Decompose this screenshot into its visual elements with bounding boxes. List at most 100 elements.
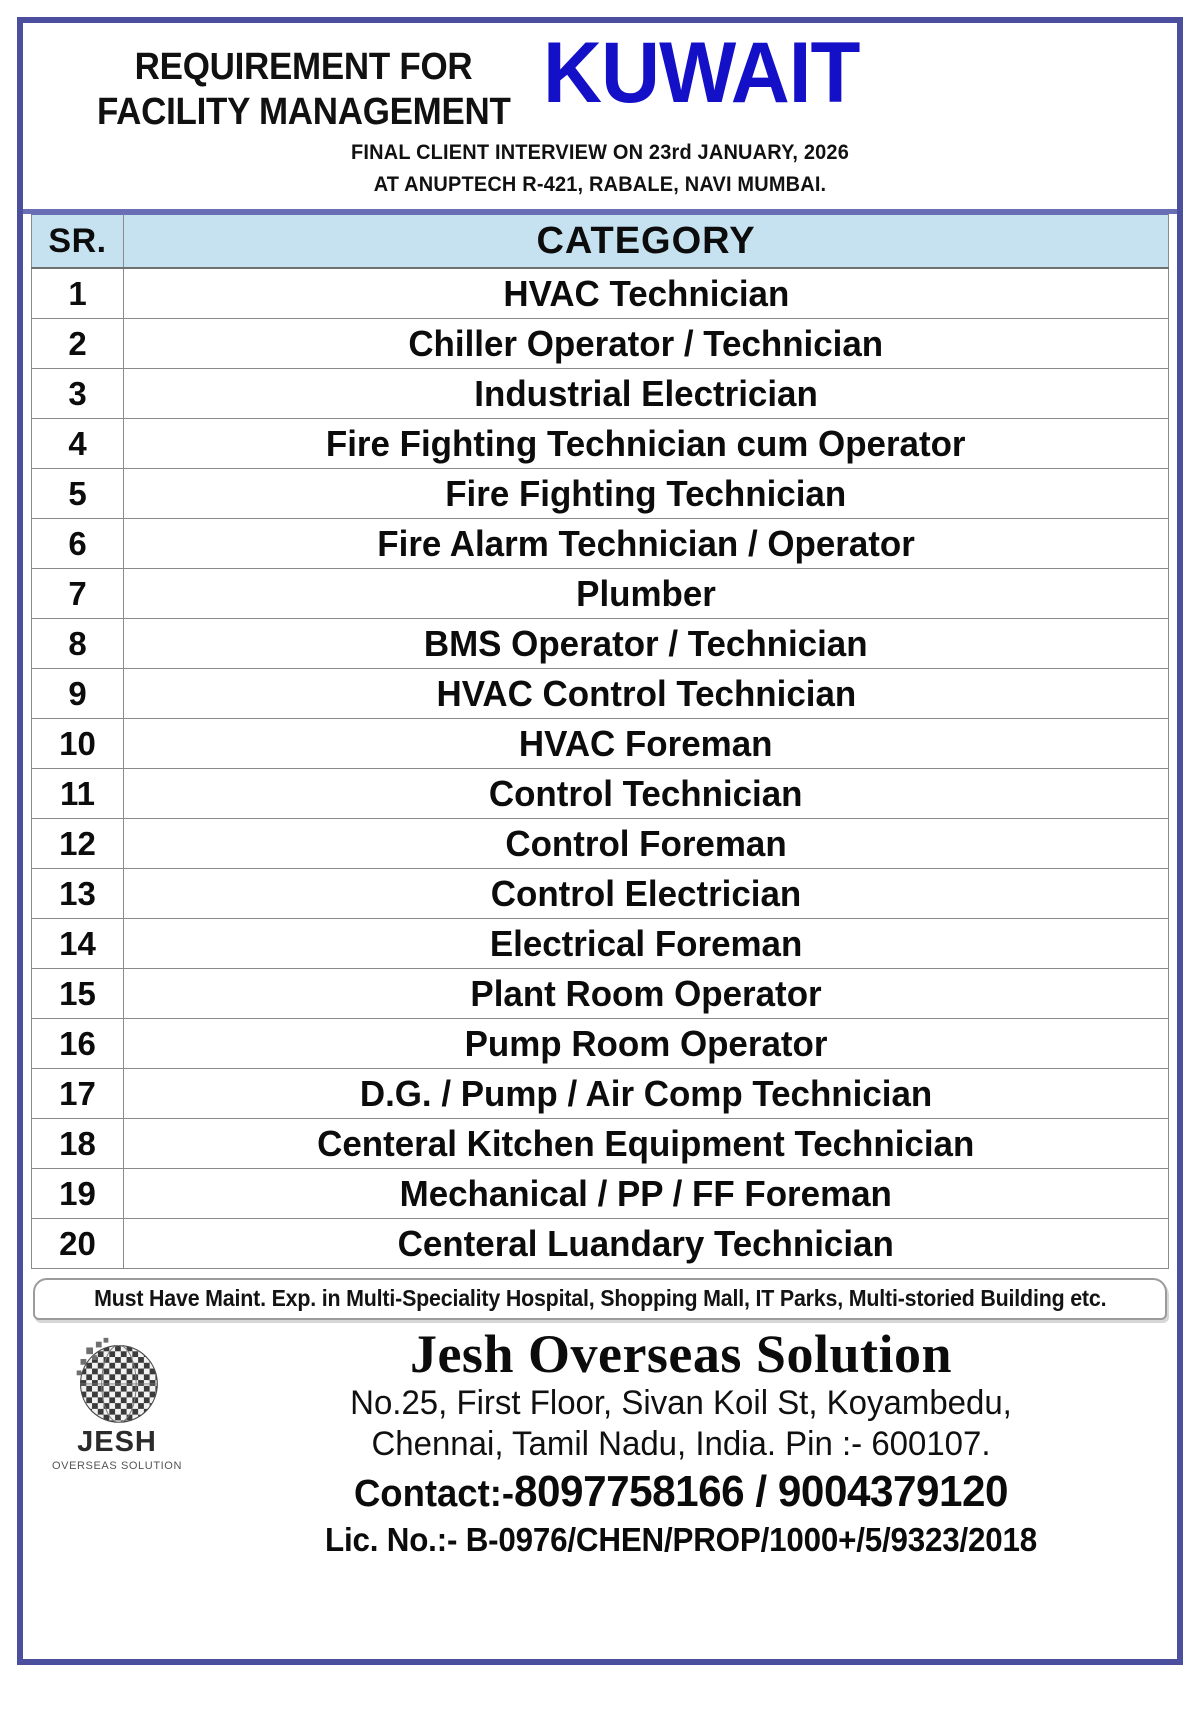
title-line-1: REQUIREMENT FOR — [134, 46, 473, 88]
logo-wordmark: JESH — [77, 1426, 157, 1459]
requirements-table-wrap: SR. CATEGORY 1 HVAC Technician 2 Chiller O… — [23, 214, 1177, 1270]
row-category-text: HVAC Control Technician — [436, 672, 856, 714]
row-category: Industrial Electrician — [123, 368, 1169, 420]
page-frame: REQUIREMENT FOR FACILITY MANAGEMENT KUWA… — [17, 17, 1183, 1665]
row-sr: 19 — [31, 1168, 124, 1220]
row-sr: 3 — [31, 368, 124, 420]
row-sr: 15 — [31, 968, 124, 1020]
company-name: Jesh Overseas Solution — [409, 1324, 953, 1385]
header-title-block: REQUIREMENT FOR FACILITY MANAGEMENT — [79, 31, 529, 135]
row-category-text: HVAC Foreman — [519, 722, 773, 764]
table-row: 4 Fire Fighting Technician cum Operator — [31, 418, 1169, 470]
company-logo: JESH OVERSEAS SOLUTION — [33, 1326, 201, 1472]
row-category-text: Control Technician — [489, 772, 803, 814]
row-sr: 14 — [31, 918, 124, 970]
row-sr: 2 — [31, 318, 124, 370]
table-row: 9 HVAC Control Technician — [31, 668, 1169, 720]
row-category: Control Technician — [123, 768, 1169, 820]
row-category: Plumber — [123, 568, 1169, 620]
company-address-line-1: No.25, First Floor, Sivan Koil St, Koyam… — [350, 1383, 1012, 1422]
row-category-text: Centeral Luandary Technician — [397, 1222, 895, 1264]
header: REQUIREMENT FOR FACILITY MANAGEMENT KUWA… — [23, 23, 1177, 203]
row-category: Fire Fighting Technician — [123, 468, 1169, 520]
experience-note-text: Must Have Maint. Exp. in Multi-Specialit… — [93, 1285, 1107, 1312]
row-category-text: Fire Fighting Technician — [445, 472, 847, 514]
column-header-sr: SR. — [31, 214, 124, 270]
column-header-category: CATEGORY — [123, 214, 1169, 270]
row-category: Electrical Foreman — [123, 918, 1169, 970]
table-row: 14 Electrical Foreman — [31, 918, 1169, 970]
table-row: 18 Centeral Kitchen Equipment Technician — [31, 1118, 1169, 1170]
table-row: 8 BMS Operator / Technician — [31, 618, 1169, 670]
row-category-text: Pump Room Operator — [464, 1022, 828, 1064]
row-category: D.G. / Pump / Air Comp Technician — [123, 1068, 1169, 1120]
row-sr: 10 — [31, 718, 124, 770]
row-category-text: D.G. / Pump / Air Comp Technician — [359, 1072, 933, 1114]
table-row: 1 HVAC Technician — [31, 267, 1169, 320]
row-category-text: Plumber — [576, 572, 716, 614]
row-sr: 20 — [31, 1218, 124, 1270]
row-sr: 12 — [31, 818, 124, 870]
row-sr: 5 — [31, 468, 124, 520]
requirements-table: SR. CATEGORY 1 HVAC Technician 2 Chiller O… — [31, 214, 1169, 1270]
table-row: 5 Fire Fighting Technician — [31, 468, 1169, 520]
row-sr: 6 — [31, 518, 124, 570]
row-sr: 17 — [31, 1068, 124, 1120]
row-sr: 18 — [31, 1118, 124, 1170]
table-row: 16 Pump Room Operator — [31, 1018, 1169, 1070]
table-row: 2 Chiller Operator / Technician — [31, 318, 1169, 370]
country-title: KUWAIT — [542, 25, 860, 121]
contact-line: Contact:-8097758166 / 9004379120 — [220, 1467, 1142, 1517]
row-category-text: Control Electrician — [490, 872, 802, 914]
header-title-row: REQUIREMENT FOR FACILITY MANAGEMENT KUWA… — [23, 25, 1177, 135]
row-category: Mechanical / PP / FF Foreman — [123, 1168, 1169, 1220]
table-row: 20 Centeral Luandary Technician — [31, 1218, 1169, 1270]
row-sr: 13 — [31, 868, 124, 920]
row-sr: 16 — [31, 1018, 124, 1070]
row-category: Plant Room Operator — [123, 968, 1169, 1020]
table-row: 11 Control Technician — [31, 768, 1169, 820]
row-sr: 7 — [31, 568, 124, 620]
row-sr: 8 — [31, 618, 124, 670]
table-row: 13 Control Electrician — [31, 868, 1169, 920]
row-category: Fire Alarm Technician / Operator — [123, 518, 1169, 570]
row-category-text: BMS Operator / Technician — [424, 622, 868, 664]
row-category-text: Control Foreman — [505, 822, 787, 864]
interview-venue-line: AT ANUPTECH R-421, RABALE, NAVI MUMBAI. — [373, 173, 827, 196]
table-row: 3 Industrial Electrician — [31, 368, 1169, 420]
row-sr: 11 — [31, 768, 124, 820]
company-details: Jesh Overseas Solution No.25, First Floo… — [201, 1326, 1167, 1559]
table-row: 17 D.G. / Pump / Air Comp Technician — [31, 1068, 1169, 1120]
title-line-2: FACILITY MANAGEMENT — [96, 90, 511, 133]
row-category-text: Fire Alarm Technician / Operator — [377, 522, 915, 564]
table-row: 7 Plumber — [31, 568, 1169, 620]
row-category: HVAC Technician — [123, 267, 1169, 320]
row-category: Chiller Operator / Technician — [123, 318, 1169, 370]
row-category-text: HVAC Technician — [503, 272, 789, 314]
row-category-text: Industrial Electrician — [474, 372, 818, 414]
table-row: 6 Fire Alarm Technician / Operator — [31, 518, 1169, 570]
table-row: 15 Plant Room Operator — [31, 968, 1169, 1020]
license-number: Lic. No.:- B-0976/CHEN/PROP/1000+/5/9323… — [325, 1521, 1037, 1559]
row-category: HVAC Foreman — [123, 718, 1169, 770]
row-category-text: Chiller Operator / Technician — [408, 322, 884, 364]
globe-icon — [69, 1334, 165, 1430]
table-row: 19 Mechanical / PP / FF Foreman — [31, 1168, 1169, 1220]
row-category: Fire Fighting Technician cum Operator — [123, 418, 1169, 470]
table-row: 12 Control Foreman — [31, 818, 1169, 870]
contact-numbers[interactable]: 8097758166 / 9004379120 — [514, 1467, 1009, 1517]
row-category: BMS Operator / Technician — [123, 618, 1169, 670]
footer: JESH OVERSEAS SOLUTION Jesh Overseas Sol… — [23, 1320, 1177, 1559]
row-category: Control Electrician — [123, 868, 1169, 920]
row-category-text: Centeral Kitchen Equipment Technician — [317, 1122, 975, 1164]
row-category: HVAC Control Technician — [123, 668, 1169, 720]
interview-date-line: FINAL CLIENT INTERVIEW ON 23rd JANUARY, … — [351, 140, 849, 164]
row-category-text: Fire Fighting Technician cum Operator — [326, 422, 966, 464]
contact-label: Contact:- — [353, 1473, 515, 1516]
row-category: Centeral Luandary Technician — [123, 1218, 1169, 1270]
header-divider — [23, 209, 1177, 215]
table-row: 10 HVAC Foreman — [31, 718, 1169, 770]
company-address-line-2: Chennai, Tamil Nadu, India. Pin :- 60010… — [371, 1424, 991, 1463]
row-category: Centeral Kitchen Equipment Technician — [123, 1118, 1169, 1170]
